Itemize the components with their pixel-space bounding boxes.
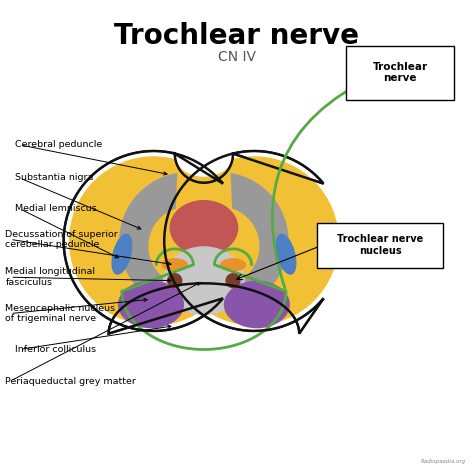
Ellipse shape — [170, 200, 238, 255]
Ellipse shape — [220, 258, 246, 272]
Text: CN IV: CN IV — [218, 50, 256, 64]
Text: Trochlear
nerve: Trochlear nerve — [373, 62, 428, 83]
Text: Cerebral peduncle: Cerebral peduncle — [15, 140, 102, 149]
Polygon shape — [119, 173, 177, 306]
Ellipse shape — [170, 156, 339, 326]
Ellipse shape — [224, 281, 290, 328]
Text: Medial longitudinal
fasciculus: Medial longitudinal fasciculus — [5, 267, 95, 287]
Ellipse shape — [163, 246, 245, 315]
Ellipse shape — [69, 156, 238, 326]
Ellipse shape — [111, 234, 132, 275]
Ellipse shape — [162, 258, 188, 272]
Text: Periaqueductal grey matter: Periaqueductal grey matter — [5, 377, 137, 386]
Text: Trochlear nerve
nucleus: Trochlear nerve nucleus — [337, 235, 423, 256]
Polygon shape — [64, 151, 324, 334]
Ellipse shape — [167, 273, 182, 288]
FancyBboxPatch shape — [318, 223, 443, 268]
Polygon shape — [230, 173, 289, 306]
Ellipse shape — [174, 130, 234, 177]
Text: Substantia nigra: Substantia nigra — [15, 173, 93, 182]
Ellipse shape — [275, 234, 296, 275]
Text: Trochlear nerve: Trochlear nerve — [115, 22, 359, 50]
Ellipse shape — [226, 273, 241, 288]
Text: Radiopaedia.org: Radiopaedia.org — [421, 459, 466, 464]
Text: Mesencephalic nucleus
of trigeminal nerve: Mesencephalic nucleus of trigeminal nerv… — [5, 304, 116, 323]
Text: Inferior colliculus: Inferior colliculus — [15, 345, 96, 354]
Text: Decussation of superior
cerebellar peduncle: Decussation of superior cerebellar pedun… — [5, 230, 118, 249]
FancyBboxPatch shape — [346, 46, 455, 100]
Ellipse shape — [118, 281, 184, 328]
Text: Medial lemniscus: Medial lemniscus — [15, 204, 97, 213]
